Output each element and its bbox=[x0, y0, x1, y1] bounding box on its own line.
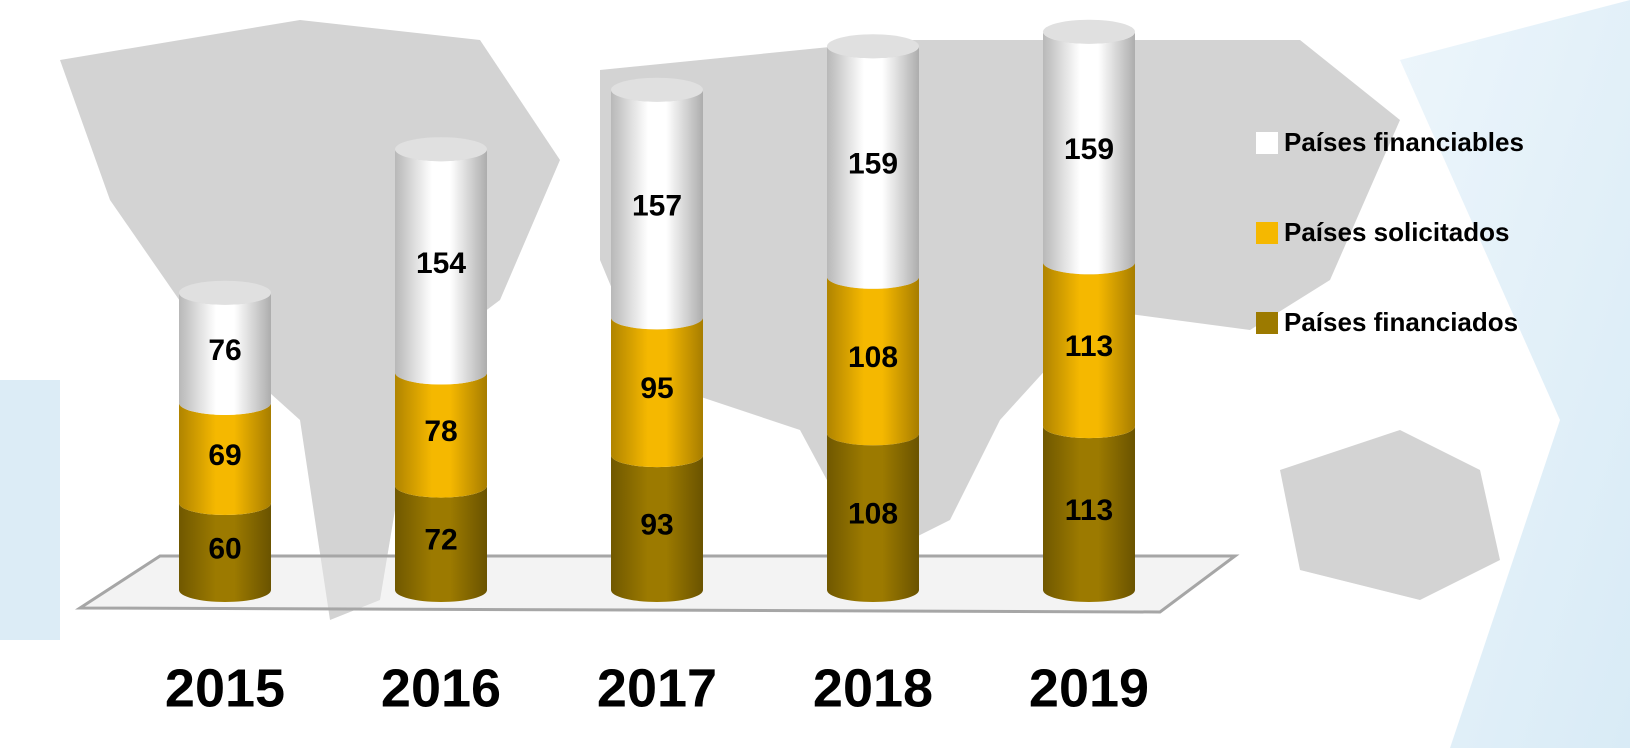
cylinder-cap bbox=[395, 137, 487, 162]
cylinder-cap bbox=[827, 34, 919, 59]
legend-label: Países financiables bbox=[1284, 127, 1524, 157]
cylinder-cap bbox=[179, 280, 271, 305]
cylinder-segment bbox=[1043, 31, 1135, 275]
legend-swatch bbox=[1256, 222, 1278, 244]
cylinder-cap bbox=[611, 77, 703, 102]
x-tick-label: 2016 bbox=[381, 658, 501, 718]
cylinder-segment bbox=[179, 292, 271, 415]
cylinder-cap bbox=[1043, 19, 1135, 44]
legend-label: Países financiados bbox=[1284, 307, 1518, 337]
value-label: 108 bbox=[848, 498, 898, 531]
value-label: 93 bbox=[640, 508, 673, 541]
value-label: 78 bbox=[424, 415, 457, 448]
value-label: 60 bbox=[208, 532, 241, 565]
value-label: 72 bbox=[424, 524, 457, 557]
value-label: 159 bbox=[1064, 133, 1114, 166]
x-tick-label: 2019 bbox=[1029, 658, 1149, 718]
cylinder-segment bbox=[179, 402, 271, 515]
cylinder-segment bbox=[611, 455, 703, 602]
value-label: 69 bbox=[208, 439, 241, 472]
value-label: 113 bbox=[1065, 330, 1113, 363]
value-label: 95 bbox=[640, 372, 673, 405]
cylinder-segment bbox=[1043, 262, 1135, 439]
legend: Países financiados Países solicitados País… bbox=[1256, 127, 1524, 337]
cylinder-segment bbox=[827, 46, 920, 289]
cylinder-segment bbox=[395, 372, 488, 498]
legend-swatch bbox=[1256, 132, 1278, 154]
cylinder-segment bbox=[611, 317, 703, 468]
value-label: 76 bbox=[208, 334, 241, 367]
value-label: 113 bbox=[1065, 494, 1113, 527]
bars: 60 69 76 2015 72 78 154 2016 93 95 157 2017 108 108 15… bbox=[165, 19, 1149, 718]
x-tick-label: 2015 bbox=[165, 658, 285, 718]
x-tick-label: 2018 bbox=[813, 658, 933, 718]
cylinder-segment bbox=[827, 433, 919, 602]
cylinder-segment bbox=[179, 503, 271, 602]
cylinder-segment bbox=[827, 276, 920, 446]
cylinder-segment bbox=[611, 89, 703, 330]
cylinder-segment bbox=[1043, 426, 1135, 602]
value-label: 154 bbox=[416, 247, 466, 280]
value-label: 108 bbox=[848, 341, 898, 374]
legend-label: Países solicitados bbox=[1284, 217, 1509, 247]
cylinder-segment bbox=[395, 149, 488, 385]
value-label: 157 bbox=[632, 189, 682, 222]
x-tick-label: 2017 bbox=[597, 658, 717, 718]
value-label: 159 bbox=[848, 147, 898, 180]
cylinder-segment bbox=[395, 485, 488, 602]
legend-swatch bbox=[1256, 312, 1278, 334]
